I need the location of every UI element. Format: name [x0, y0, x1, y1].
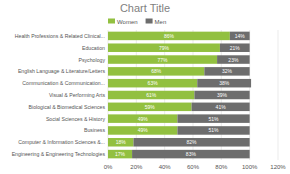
y-tick-label: Biological & Biomedical Sciences: [29, 104, 106, 110]
data-label: 51%: [209, 127, 220, 133]
bar: [108, 150, 132, 159]
legend-entry: Women: [117, 19, 138, 25]
y-tick-label: English Language & Literature/Letters: [18, 68, 105, 74]
data-label: 41%: [216, 104, 227, 110]
bar: [204, 67, 249, 76]
data-label: 83%: [186, 151, 197, 157]
legend-entry: Men: [155, 19, 167, 25]
x-tick-label: 80%: [215, 164, 228, 170]
bar: [192, 103, 250, 112]
data-label: 49%: [138, 116, 149, 122]
bar: [108, 91, 194, 100]
bar: [108, 32, 230, 41]
data-label: 32%: [222, 68, 233, 74]
x-tick-label: 0%: [104, 164, 113, 170]
x-tick-label: 120%: [270, 164, 286, 170]
data-label: 68%: [151, 68, 162, 74]
bar: [108, 67, 204, 76]
y-tick-label: Visual & Performing Arts: [49, 92, 106, 98]
bar: [134, 138, 250, 147]
y-tick-label: Business: [84, 127, 105, 133]
data-label: 49%: [138, 127, 149, 133]
legend: Women Men: [108, 19, 166, 26]
bar: [197, 79, 251, 88]
data-label: 38%: [219, 80, 230, 86]
bar: [108, 138, 134, 147]
y-tick-label: Education: [82, 45, 105, 51]
y-tick-label: Social Sciences & History: [46, 116, 106, 122]
grid-line: [278, 30, 279, 160]
bar: [177, 126, 249, 135]
bar: [108, 43, 220, 52]
bar: [108, 55, 217, 64]
bar: [194, 91, 249, 100]
bar: [220, 43, 250, 52]
y-tick-label: Computer & Information Sciences &...: [18, 139, 105, 145]
data-label: 61%: [146, 92, 157, 98]
y-tick-label: Health Professions & Related Clinical...: [15, 33, 105, 39]
bar: [132, 150, 250, 159]
x-tick-label: 20%: [130, 164, 143, 170]
legend-swatch: [108, 19, 115, 24]
data-label: 82%: [187, 139, 198, 145]
x-tick-label: 60%: [187, 164, 200, 170]
title: Chart Title: [120, 2, 170, 14]
y-tick-label: Psychology: [78, 57, 105, 63]
bar: [230, 32, 250, 41]
data-label: 51%: [209, 116, 220, 122]
bar: [108, 114, 177, 123]
x-tick-label: 40%: [159, 164, 172, 170]
bar: [177, 114, 249, 123]
y-tick-label: Engineering & Engineering Technologies: [12, 151, 106, 157]
data-label: 63%: [148, 80, 159, 86]
bar: [108, 103, 192, 112]
legend-swatch: [146, 19, 153, 24]
data-label: 77%: [158, 57, 169, 63]
data-label: 14%: [235, 33, 246, 39]
data-label: 21%: [230, 45, 241, 51]
bar: [217, 55, 250, 64]
bars: [108, 32, 251, 159]
data-labels: 86% 79% 77% 68% 63% 61% 59% 49% 49% 18% 17% 14% 21% 2…: [115, 33, 245, 157]
data-label: 17%: [115, 151, 126, 157]
data-label: 86%: [164, 33, 175, 39]
x-tick-label: 100%: [242, 164, 258, 170]
data-label: 18%: [116, 139, 127, 145]
y-tick-label: Communication & Communication...: [22, 80, 105, 86]
bar: [108, 79, 197, 88]
data-label: 39%: [217, 92, 228, 98]
chart: Chart Title 0% 20% 40% 60% 80% 100% 120% 86% 79% 7…: [0, 0, 290, 174]
bar: [108, 126, 177, 135]
data-label: 23%: [228, 57, 239, 63]
data-label: 79%: [159, 45, 170, 51]
data-label: 59%: [145, 104, 156, 110]
